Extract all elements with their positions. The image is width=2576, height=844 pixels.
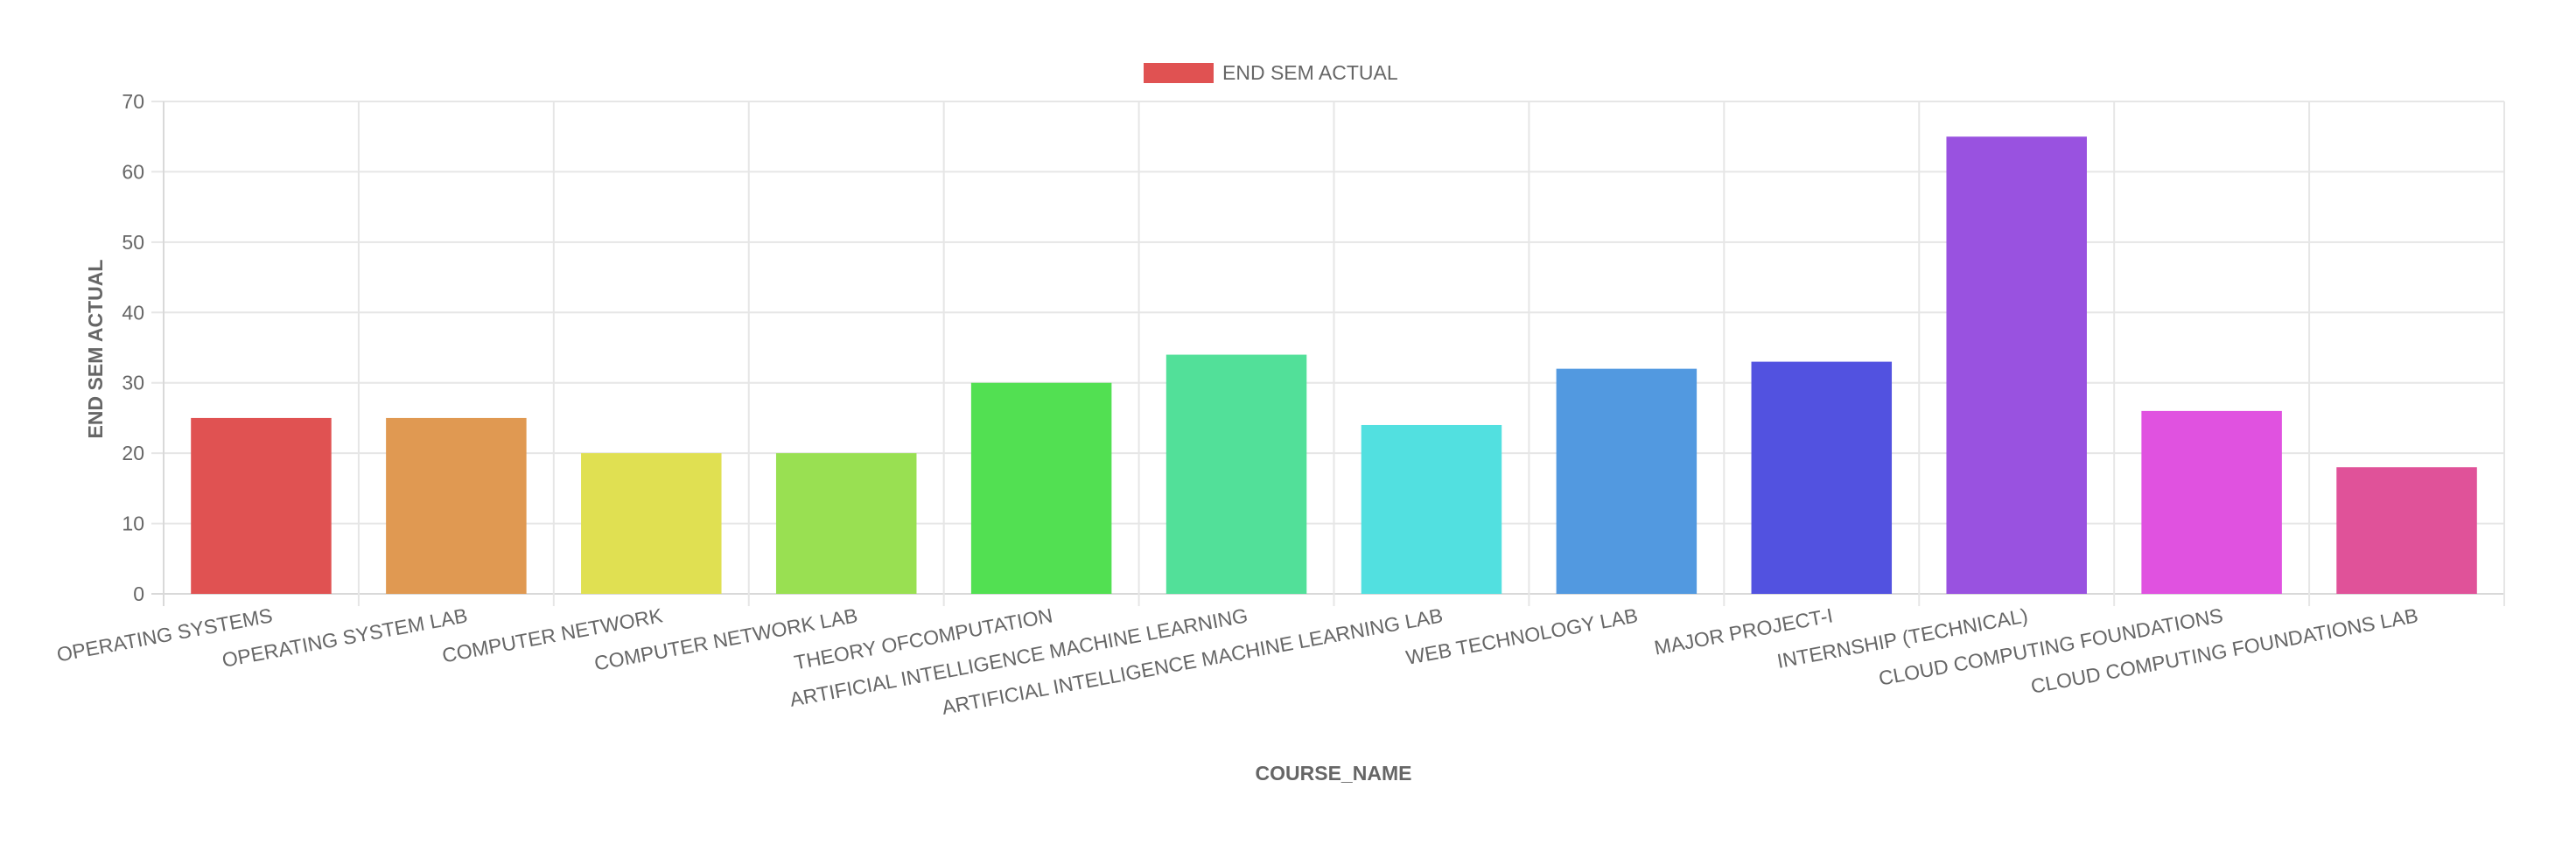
bar[interactable]	[386, 417, 527, 594]
bar[interactable]	[1751, 361, 1893, 594]
bar[interactable]	[581, 453, 722, 594]
bar[interactable]	[191, 417, 332, 594]
bar[interactable]	[1556, 368, 1698, 594]
bar[interactable]	[1946, 136, 2087, 594]
bar[interactable]	[1166, 354, 1307, 594]
y-tick-label: 60	[122, 160, 144, 183]
y-axis-ticks: 0 10 20 30 40 50 60 70	[122, 90, 144, 605]
y-axis-title: END SEM ACTUAL	[84, 260, 107, 439]
bar[interactable]	[2141, 410, 2282, 594]
y-tick-label: 10	[122, 513, 144, 535]
bar[interactable]	[970, 382, 1112, 594]
y-tick-label: 70	[122, 90, 144, 113]
grid	[151, 101, 2505, 606]
legend[interactable]: END SEM ACTUAL	[1144, 61, 1398, 84]
bar[interactable]	[775, 453, 917, 594]
y-tick-label: 20	[122, 442, 144, 464]
bars	[191, 136, 2477, 594]
bar[interactable]	[2336, 467, 2477, 594]
y-tick-label: 30	[122, 372, 144, 394]
y-tick-label: 0	[133, 582, 144, 605]
y-tick-label: 50	[122, 231, 144, 254]
legend-label: END SEM ACTUAL	[1222, 61, 1398, 84]
x-axis-title: COURSE_NAME	[1256, 762, 1412, 785]
legend-swatch	[1144, 63, 1214, 83]
y-tick-label: 40	[122, 301, 144, 324]
bar[interactable]	[1361, 424, 1502, 594]
